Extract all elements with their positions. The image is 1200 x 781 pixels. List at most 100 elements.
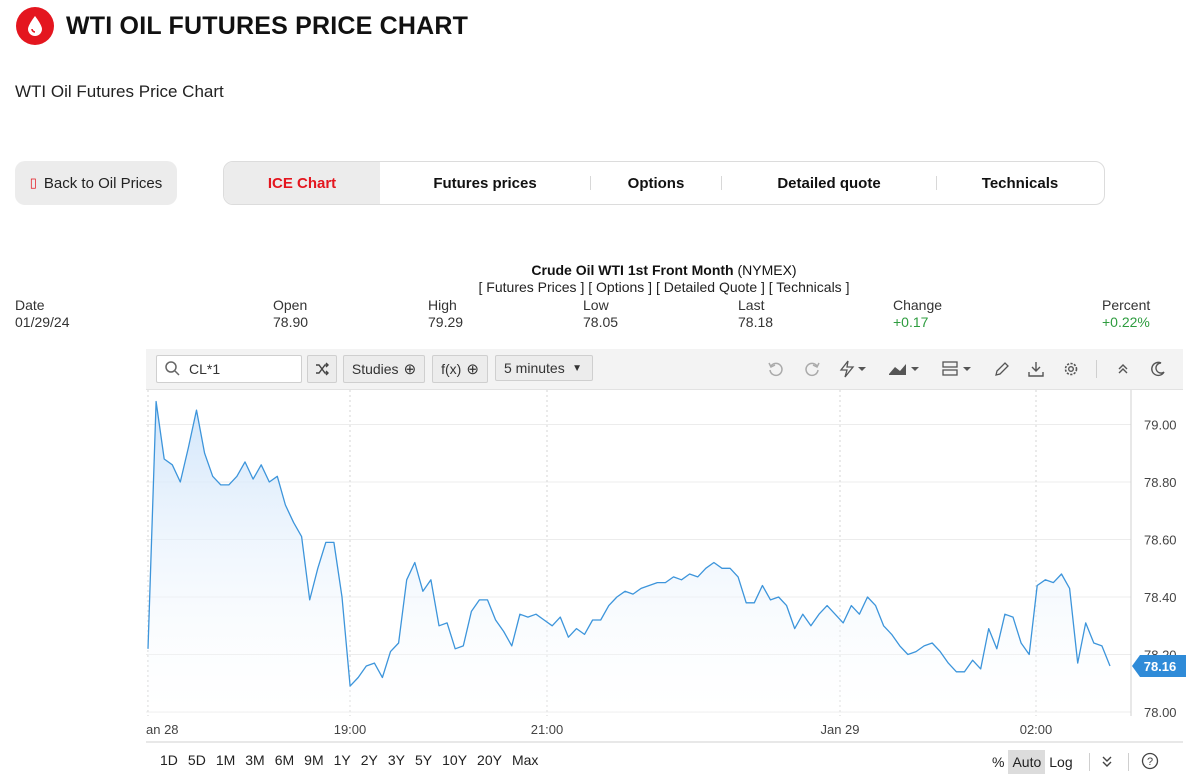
lightning-icon[interactable] [836, 357, 870, 381]
range-3y[interactable]: 3Y [387, 752, 405, 768]
high-label: High [428, 297, 457, 313]
link-technicals[interactable]: [ Technicals ] [768, 279, 850, 295]
exchange-name: (NYMEX) [737, 262, 797, 278]
tab-options[interactable]: Options [627, 174, 685, 192]
range-20y[interactable]: 20Y [477, 752, 502, 768]
pencil-icon[interactable] [990, 357, 1014, 381]
download-icon[interactable] [1024, 357, 1048, 381]
scale-log[interactable]: Log [1049, 754, 1073, 770]
range-3m[interactable]: 3M [245, 752, 265, 768]
chart-toolbar: CL*1 Studies ⊕ f(x) ⊕ 5 minutes ▼ [146, 349, 1183, 390]
tab-detailed-quote[interactable]: Detailed quote [777, 174, 881, 192]
last-price-badge: 78.16 [1132, 655, 1186, 677]
range-6m[interactable]: 6M [274, 752, 295, 768]
compare-button[interactable] [307, 355, 337, 383]
range-max[interactable]: Max [511, 752, 539, 768]
x-tick-label: 02:00 [1020, 722, 1053, 737]
date-label: Date [15, 297, 45, 313]
range-selector: 1D 5D 1M 3M 6M 9M 1Y 2Y 3Y 5Y 10Y 20Y Max [160, 752, 548, 768]
x-tick-label: an 28 [146, 722, 179, 737]
gear-icon[interactable] [1059, 357, 1083, 381]
scale-auto[interactable]: Auto [1008, 750, 1046, 774]
svg-text:?: ? [1147, 756, 1153, 768]
symbol-value: CL*1 [189, 361, 221, 377]
low-label: Low [583, 297, 609, 313]
y-tick-label: 78.80 [1144, 475, 1177, 490]
range-10y[interactable]: 10Y [442, 752, 468, 768]
scale-percent[interactable]: % [992, 754, 1005, 770]
last-value: 78.18 [738, 314, 774, 330]
chart-type-icon[interactable] [886, 357, 922, 381]
quote-links: [ Futures Prices ] [ Options ] [ Detaile… [0, 279, 1200, 295]
range-5y[interactable]: 5Y [415, 752, 433, 768]
y-tick-label: 78.40 [1144, 590, 1177, 605]
link-detailed-quote[interactable]: [ Detailed Quote ] [655, 279, 765, 295]
symbol-search-input[interactable]: CL*1 [156, 355, 302, 383]
chevron-left-icon: ▯ [29, 175, 37, 190]
low-value: 78.05 [583, 314, 619, 330]
x-tick-label: 21:00 [531, 722, 564, 737]
range-5d[interactable]: 5D [187, 752, 206, 768]
link-options[interactable]: [ Options ] [588, 279, 653, 295]
interval-value: 5 minutes [504, 360, 565, 376]
last-price-label: 78.16 [1144, 659, 1177, 674]
oil-drop-icon [16, 7, 54, 45]
quote-title: Crude Oil WTI 1st Front Month (NYMEX) [0, 262, 1200, 278]
x-tick-label: Jan 29 [820, 722, 859, 737]
back-to-oil-prices-button[interactable]: ▯ Back to Oil Prices [15, 161, 177, 205]
y-tick-label: 79.00 [1144, 418, 1177, 433]
layout-icon[interactable] [940, 357, 974, 381]
undo-icon[interactable] [764, 357, 788, 381]
dark-mode-icon[interactable] [1146, 357, 1170, 381]
date-value: 01/29/24 [15, 314, 70, 330]
scale-divider [1127, 753, 1129, 771]
open-label: Open [273, 297, 308, 313]
change-label: Change [893, 297, 943, 313]
tab-divider [936, 176, 937, 190]
page-title: WTI OIL FUTURES PRICE CHART [66, 11, 469, 40]
shuffle-icon [316, 362, 329, 376]
page-subtitle: WTI Oil Futures Price Chart [15, 82, 224, 101]
fx-label: f(x) [441, 361, 462, 377]
percent-label: Percent [1102, 297, 1151, 313]
tab-futures-prices[interactable]: Futures prices [433, 174, 537, 192]
tab-divider [721, 176, 722, 190]
x-tick-label: 19:00 [334, 722, 367, 737]
range-1y[interactable]: 1Y [333, 752, 351, 768]
price-line [147, 400, 1111, 687]
y-tick-label: 78.00 [1144, 705, 1177, 720]
studies-button[interactable]: Studies ⊕ [343, 355, 425, 383]
range-9m[interactable]: 9M [304, 752, 324, 768]
tab-divider [590, 176, 591, 190]
help-icon[interactable]: ? [1141, 752, 1159, 773]
search-icon [165, 361, 180, 376]
studies-label: Studies [351, 361, 399, 377]
range-1d[interactable]: 1D [160, 752, 178, 768]
range-1m[interactable]: 1M [215, 752, 236, 768]
range-2y[interactable]: 2Y [360, 752, 378, 768]
change-value: +0.17 [893, 314, 929, 330]
expand-icon[interactable] [1100, 754, 1114, 771]
scale-options: % Auto Log ? [988, 748, 1159, 776]
page-header: WTI OIL FUTURES PRICE CHART [16, 6, 468, 46]
open-value: 78.90 [273, 314, 309, 330]
caret-down-icon: ▼ [572, 362, 582, 374]
tab-technicals[interactable]: Technicals [981, 174, 1059, 192]
fx-button[interactable]: f(x) ⊕ [432, 355, 488, 383]
plus-circle-icon: ⊕ [403, 361, 417, 378]
high-value: 79.29 [428, 314, 464, 330]
plus-circle-icon: ⊕ [466, 361, 479, 378]
toolbar-divider [1096, 360, 1097, 378]
last-label: Last [738, 297, 765, 313]
link-futures-prices[interactable]: [ Futures Prices ] [478, 279, 585, 295]
y-tick-label: 78.60 [1144, 533, 1177, 548]
tab-ice-chart[interactable]: ICE Chart [224, 162, 380, 204]
scale-divider [1088, 753, 1090, 771]
percent-value: +0.22% [1102, 314, 1150, 330]
chart-tabs: ICE Chart Futures prices Options Detaile… [223, 161, 1105, 205]
interval-select[interactable]: 5 minutes ▼ [495, 355, 593, 381]
collapse-icon[interactable] [1111, 357, 1135, 381]
contract-name: Crude Oil WTI 1st Front Month [531, 262, 734, 278]
redo-icon[interactable] [800, 357, 824, 381]
